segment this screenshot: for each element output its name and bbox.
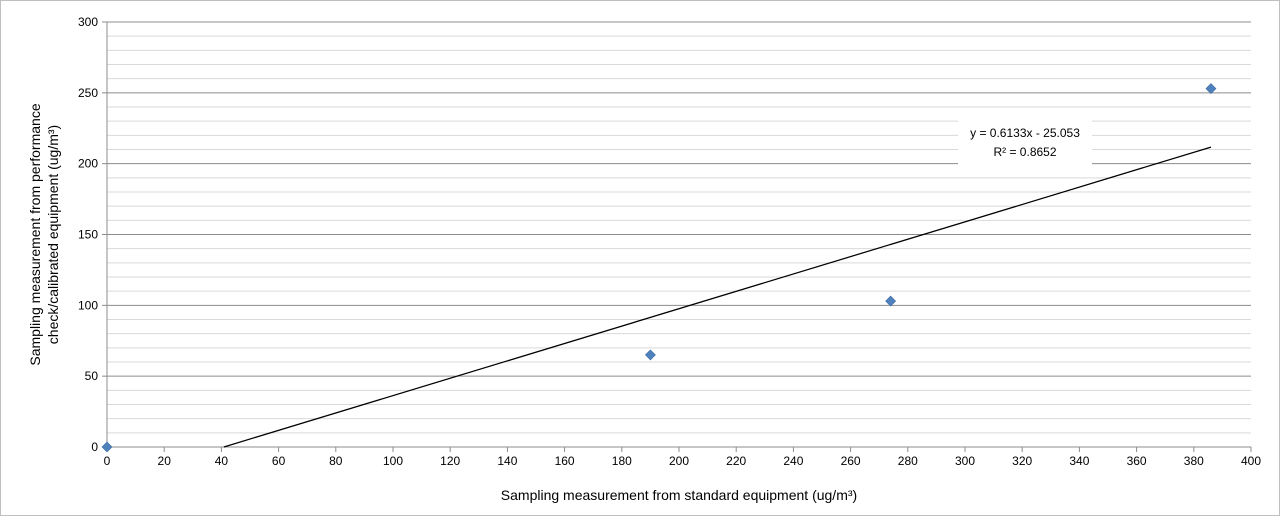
x-tick-label: 80 xyxy=(329,454,343,468)
x-tick-labels: 0 20 40 60 80 100 120 140 160 180 200 220 240 260 280 3… xyxy=(104,454,1262,468)
x-tick-label: 300 xyxy=(955,454,975,468)
y-tick-label: 200 xyxy=(78,157,98,171)
x-tick-label: 380 xyxy=(1184,454,1204,468)
x-tick-label: 140 xyxy=(497,454,517,468)
x-tick-label: 240 xyxy=(783,454,803,468)
x-tick-label: 160 xyxy=(555,454,575,468)
data-point xyxy=(885,295,897,307)
data-points xyxy=(101,83,1217,453)
x-tick-label: 360 xyxy=(1127,454,1147,468)
y-tick-label: 100 xyxy=(78,298,98,312)
x-tick-label: 340 xyxy=(1069,454,1089,468)
x-axis-title: Sampling measurement from standard equip… xyxy=(501,487,857,503)
y-axis-title-line-1: Sampling measurement from performance xyxy=(27,103,43,365)
linear-trendline xyxy=(223,146,1212,448)
x-tick-label: 220 xyxy=(726,454,746,468)
x-tick-label: 320 xyxy=(1012,454,1032,468)
x-tick-label: 100 xyxy=(383,454,403,468)
x-tick-label: 180 xyxy=(612,454,632,468)
x-tick-label: 0 xyxy=(104,454,111,468)
data-point xyxy=(644,349,656,361)
x-tick-label: 40 xyxy=(215,454,229,468)
gridlines xyxy=(107,21,1251,434)
y-tick-label: 300 xyxy=(78,15,98,29)
y-axis-title-line-2: check/calibrated equipment (ug/m³) xyxy=(45,125,61,344)
trendline-equation-box: y = 0.6133x - 25.053 R² = 0.8652 xyxy=(958,120,1092,166)
x-tick-label: 20 xyxy=(158,454,172,468)
y-tick-label: 0 xyxy=(91,440,98,454)
data-point xyxy=(1205,83,1217,95)
y-tick-labels: 0 50 100 150 200 250 300 xyxy=(78,15,98,454)
r-squared-label: R² = 0.8652 xyxy=(993,145,1056,159)
x-tick-label: 60 xyxy=(272,454,286,468)
y-tick-label: 250 xyxy=(78,86,98,100)
equation-background xyxy=(958,120,1092,166)
y-tick-label: 150 xyxy=(78,228,98,242)
trendline-equation: y = 0.6133x - 25.053 xyxy=(970,126,1080,140)
x-tick-label: 280 xyxy=(898,454,918,468)
x-tick-label: 200 xyxy=(669,454,689,468)
y-axis-title: Sampling measurement from performance ch… xyxy=(27,103,61,365)
x-tick-label: 120 xyxy=(440,454,460,468)
data-point xyxy=(101,441,113,453)
tick-marks xyxy=(102,21,1252,452)
x-tick-label: 400 xyxy=(1241,454,1261,468)
x-tick-label: 260 xyxy=(841,454,861,468)
y-tick-label: 50 xyxy=(85,369,99,383)
